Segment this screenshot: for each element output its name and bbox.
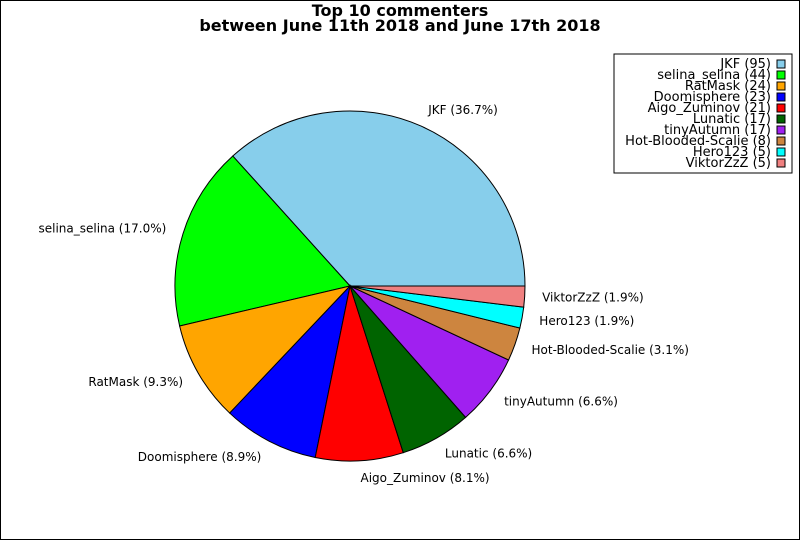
slice-label: RatMask (9.3%) bbox=[88, 375, 183, 389]
pie-slice-viktorzzz bbox=[349, 285, 526, 308]
legend-swatch bbox=[776, 125, 786, 135]
chart-title: Top 10 commenters bbox=[312, 1, 489, 20]
legend-swatch bbox=[776, 103, 786, 113]
slice-label: Aigo_Zuminov (8.1%) bbox=[361, 471, 490, 485]
slice-label: selina_selina (17.0%) bbox=[38, 222, 166, 236]
legend-label: Hot-Blooded-Scalie (8) bbox=[625, 134, 771, 149]
legend-box bbox=[613, 53, 793, 174]
legend-swatch bbox=[776, 136, 786, 146]
slice-label: Doomisphere (8.9%) bbox=[138, 450, 262, 464]
pie-slice-doomisphere bbox=[228, 284, 351, 459]
pie-slice-labels: JKF (36.7%) selina_selina (17.0%) RatMask … bbox=[38, 103, 688, 485]
slice-label: Hero123 (1.9%) bbox=[539, 314, 634, 328]
legend-swatch bbox=[776, 158, 786, 168]
pie-slice-selina-selina bbox=[174, 155, 351, 327]
legend-label: RatMask (24) bbox=[685, 79, 771, 94]
legend-label: Doomisphere (23) bbox=[654, 90, 771, 105]
slice-label: ViktorZzZ (1.9%) bbox=[542, 291, 644, 305]
legend-label: ViktorZzZ (5) bbox=[686, 156, 771, 171]
legend-label: Lunatic (17) bbox=[693, 112, 771, 127]
legend-swatch bbox=[776, 70, 786, 80]
chart-subtitle: between June 11th 2018 and June 17th 201… bbox=[199, 16, 600, 35]
slice-label: Lunatic (6.6%) bbox=[445, 447, 532, 461]
legend-label: selina_selina (44) bbox=[657, 68, 771, 83]
legend-swatch bbox=[776, 147, 786, 157]
legend-label: JKF (95) bbox=[719, 57, 771, 72]
legend-label: Hero123 (5) bbox=[693, 145, 771, 160]
legend-label: Aigo_Zuminov (21) bbox=[648, 101, 771, 116]
pie-slice-jkf bbox=[232, 110, 526, 287]
slice-label: Hot-Blooded-Scalie (3.1%) bbox=[532, 343, 689, 357]
legend-swatch bbox=[776, 92, 786, 102]
legend-swatch bbox=[776, 114, 786, 124]
legend-label: tinyAutumn (17) bbox=[664, 123, 771, 138]
pie-slice-aigo-zuminov bbox=[314, 284, 404, 462]
slice-label: tinyAutumn (6.6%) bbox=[504, 394, 618, 408]
slice-label: JKF (36.7%) bbox=[427, 103, 498, 117]
legend-swatch bbox=[776, 81, 786, 91]
pie-slice-ratmask bbox=[179, 285, 352, 414]
pie-slices bbox=[174, 110, 526, 462]
legend-swatch bbox=[776, 59, 786, 69]
legend: JKF (95)selina_selina (44)RatMask (24)Do… bbox=[613, 53, 793, 174]
